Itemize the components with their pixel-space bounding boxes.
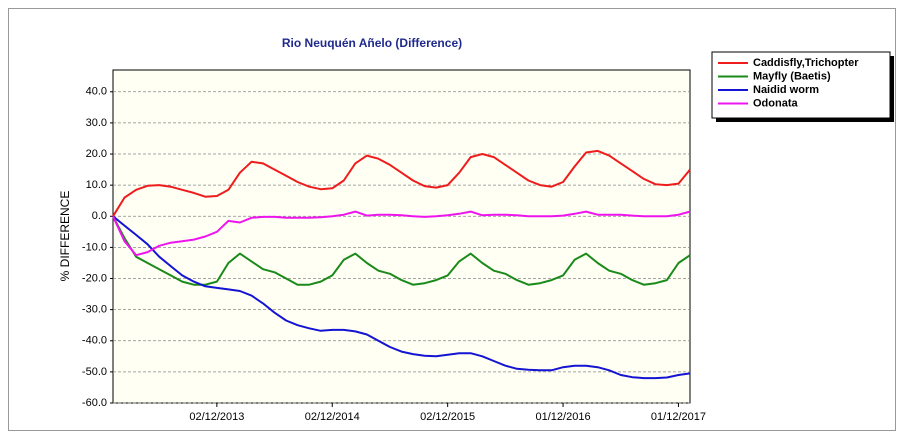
plot-area [112,69,691,404]
y-axis-label: % DIFFERENCE [58,191,72,282]
x-tick-label: 02/12/2013 [189,411,244,423]
y-tick-label: -10.0 [82,241,107,253]
y-tick-label: 40.0 [86,86,107,98]
chart-title: Rio Neuquén Añelo (Difference) [282,36,462,50]
x-tick-label: 01/12/2017 [651,411,706,423]
series-line [112,149,691,217]
y-tick-label: 0.0 [92,210,107,222]
legend-label: Naidid worm [753,84,819,96]
y-tick-label: -50.0 [82,366,107,378]
y-tick-label: -30.0 [82,304,107,316]
y-tick-label: -20.0 [82,272,107,284]
y-tick-label: 10.0 [86,179,107,191]
legend-box [711,51,891,119]
series-line [112,215,691,380]
x-tick-label: 01/12/2016 [536,411,591,423]
x-tick-label: 02/12/2014 [305,411,360,423]
y-tick-label: -40.0 [82,335,107,347]
y-tick-label: 30.0 [86,117,107,129]
series-line [112,210,691,257]
series-line [112,215,691,286]
legend-label: Odonata [753,97,798,109]
y-tick-label: 20.0 [86,148,107,160]
y-tick-label: -60.0 [82,397,107,409]
legend-label: Caddisfly,Trichopter [753,57,859,69]
legend-label: Mayfly (Baetis) [753,70,831,82]
x-tick-label: 02/12/2015 [420,411,475,423]
